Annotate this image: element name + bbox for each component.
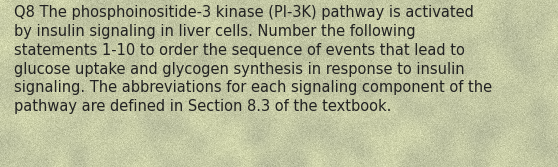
Text: Q8 The phosphoinositide-3 kinase (PI-3K) pathway is activated
by insulin signali: Q8 The phosphoinositide-3 kinase (PI-3K)… (14, 5, 492, 114)
